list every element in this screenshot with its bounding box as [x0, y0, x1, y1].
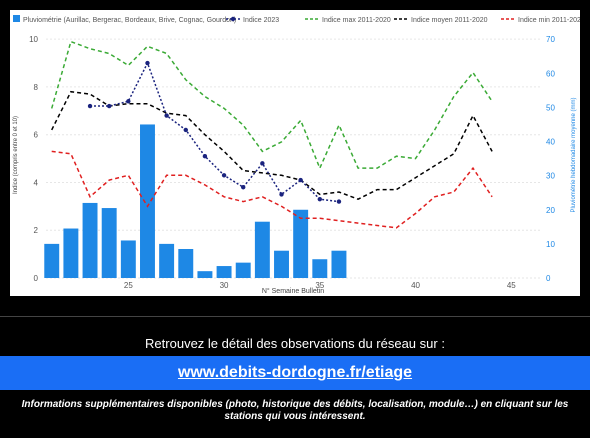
series-point [145, 60, 150, 66]
y-left-tick-label: 10 [29, 35, 38, 44]
rainfall-bar [254, 221, 270, 278]
rainfall-bar [331, 250, 347, 278]
rainfall-bar [216, 266, 232, 278]
x-tick-label: 25 [124, 281, 133, 290]
separator-line [0, 316, 590, 317]
y-left-tick-label: 8 [34, 83, 39, 92]
y-left-tick-label: 6 [34, 131, 39, 140]
y-right-tick-label: 70 [546, 35, 555, 44]
rainfall-bar [44, 243, 60, 278]
y-right-tick-label: 20 [546, 206, 555, 215]
legend-label: Indice 2023 [243, 17, 279, 24]
legend-label: Indice min 2011-2020 [518, 17, 580, 24]
rainfall-bar [63, 228, 79, 278]
legend-swatch [13, 15, 20, 22]
y-right-tick-label: 60 [546, 69, 555, 78]
etiage-website-link[interactable]: www.debits-dordogne.fr/etiage [177, 364, 413, 381]
series-point [279, 192, 284, 197]
series-line [51, 150, 493, 229]
legend-label: Pluviométrie (Aurillac, Bergerac, Bordea… [23, 17, 236, 24]
legend-label: Indice moyen 2011-2020 [411, 17, 488, 24]
x-tick-label: 40 [411, 281, 420, 290]
series-point [221, 173, 227, 178]
series-point [298, 177, 303, 183]
series-point [183, 127, 188, 133]
series-point [202, 153, 208, 159]
series-point [260, 161, 265, 166]
y-right-axis-title: Pluviométrie hebdomadaire moyenne (mm) [571, 97, 577, 212]
link-banner[interactable]: www.debits-dordogne.fr/etiage [0, 356, 590, 390]
y-left-tick-label: 4 [34, 178, 39, 187]
legend-swatch-dot [230, 16, 236, 22]
legend-label: Indice max 2011-2020 [322, 17, 391, 24]
observations-caption: Retrouvez le détail des observations du … [145, 336, 445, 351]
y-right-tick-label: 50 [546, 103, 555, 112]
y-right-tick-label: 0 [546, 274, 551, 283]
rainfall-bar [82, 202, 98, 278]
rainfall-bar [197, 271, 213, 278]
rainfall-bar [312, 259, 328, 278]
x-axis-title: N° Semaine Bulletin [262, 287, 324, 295]
rainfall-bar [235, 262, 251, 278]
x-tick-label: 45 [507, 281, 516, 290]
x-tick-label: 30 [220, 281, 229, 290]
series-point [241, 185, 246, 190]
rainfall-index-chart: 0 2 4 6 8 10 0 10 20 30 40 50 60 70 25 30 35 40 45 N° Semai… [13, 15, 580, 295]
series-point [164, 113, 169, 118]
rainfall-bar [120, 240, 136, 278]
rainfall-bar [140, 124, 155, 278]
y-left-axis-title: Indice (compris entre 0 et 10) [13, 116, 19, 194]
rainfall-bar [159, 243, 175, 278]
series-line [50, 40, 493, 171]
series-point [317, 196, 323, 202]
series-point [106, 103, 112, 109]
x-tick-label: 35 [315, 281, 324, 290]
series-line [51, 90, 493, 201]
rainfall-bar [274, 250, 289, 278]
series-point [336, 199, 342, 204]
y-right-tick-label: 30 [546, 172, 555, 181]
rainfall-bar [178, 248, 194, 278]
y-left-tick-label: 0 [34, 274, 39, 283]
series-point [87, 103, 93, 109]
series-point [126, 99, 131, 104]
info-note: Informations supplémentaires disponibles… [21, 399, 569, 422]
chart-panel: 0 2 4 6 8 10 0 10 20 30 40 50 60 70 25 30 35 40 45 N° Semai… [10, 10, 580, 296]
y-left-tick-label: 2 [34, 226, 39, 235]
y-right-tick-label: 10 [546, 240, 555, 249]
y-right-tick-label: 40 [546, 138, 555, 147]
rainfall-bar [293, 209, 309, 278]
rainfall-bar [101, 208, 117, 278]
